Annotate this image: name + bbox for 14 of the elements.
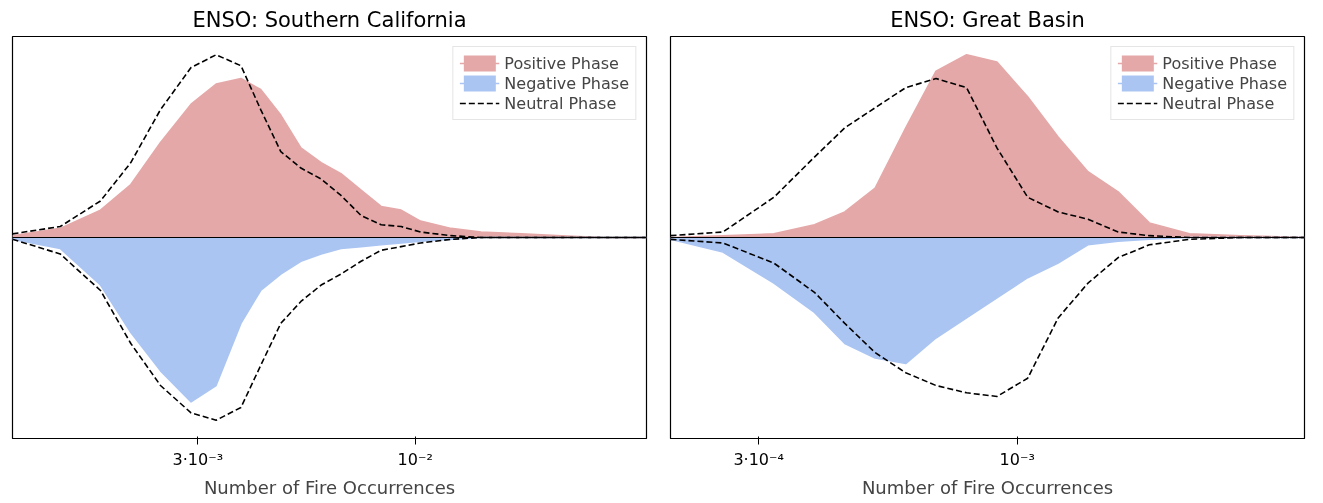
x-tick-label: 3·10⁻⁴ <box>733 449 784 469</box>
x-axis-title: Number of Fire Occurrences <box>203 476 456 498</box>
chart-title: ENSO: Southern California <box>192 7 467 32</box>
legend-label: Positive Phase <box>1162 53 1277 73</box>
chart-title: ENSO: Great Basin <box>890 7 1085 32</box>
x-tick-label: 3·10⁻³ <box>172 449 224 469</box>
x-tick-label: 10⁻³ <box>999 449 1035 469</box>
legend-label: Positive Phase <box>504 53 619 73</box>
legend-label: Negative Phase <box>1162 73 1287 93</box>
legend-label: Neutral Phase <box>1162 93 1275 113</box>
x-tick-label: 10⁻² <box>397 449 433 469</box>
x-axis-title: Number of Fire Occurrences <box>861 476 1114 498</box>
legend-label: Neutral Phase <box>504 93 617 113</box>
legend-label: Negative Phase <box>504 73 629 93</box>
